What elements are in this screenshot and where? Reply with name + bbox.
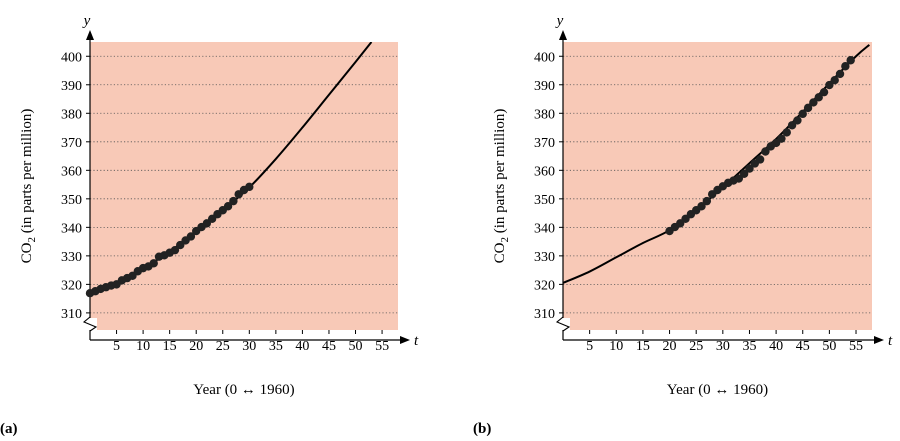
y-tick-label: 320	[534, 278, 555, 293]
chart-panel-a: 310 320 330 340 350 360 370 380 390 400 5 10 15 20 25 3…	[0, 13, 419, 437]
y-axis-title-main: CO	[19, 242, 35, 263]
y-axis-variable: y	[555, 13, 564, 29]
data-point	[170, 245, 180, 255]
y-tick-label: 330	[534, 250, 555, 265]
x-tick-label: 10	[609, 339, 623, 354]
x-tick-label: 50	[822, 339, 836, 354]
x-tick-label: 45	[322, 339, 336, 354]
y-tick-label: 400	[61, 50, 82, 65]
x-tick-label: 25	[216, 339, 230, 354]
y-tick-label: 380	[61, 107, 82, 122]
data-point	[745, 164, 754, 173]
y-tick-label: 380	[534, 107, 555, 122]
y-tick-label: 340	[534, 221, 555, 236]
panel-label: (a)	[0, 421, 18, 437]
y-axis-arrow	[559, 30, 567, 40]
x-axis-arrow	[874, 336, 884, 344]
data-point	[739, 169, 749, 178]
y-tick-label: 390	[534, 79, 555, 94]
y-tick-label: 390	[61, 79, 82, 94]
data-point	[819, 87, 829, 97]
y-tick-label: 400	[534, 50, 555, 65]
y-axis-title-subscript: 2	[26, 237, 38, 243]
y-tick-label: 310	[61, 307, 82, 322]
data-point	[149, 259, 158, 268]
x-tick-label: 50	[349, 339, 363, 354]
data-point	[761, 147, 770, 156]
x-tick-label: 35	[742, 339, 756, 354]
data-point	[814, 93, 823, 102]
y-tick-label: 340	[61, 221, 82, 236]
data-point	[229, 196, 238, 206]
y-tick-label: 360	[61, 164, 82, 179]
data-point	[734, 174, 744, 183]
data-point	[793, 116, 802, 125]
data-point	[830, 76, 839, 85]
y-tick-label: 370	[61, 136, 82, 151]
data-point	[846, 56, 855, 65]
data-point	[782, 128, 791, 137]
data-point	[803, 103, 813, 113]
data-point	[835, 69, 845, 79]
y-axis-title-rest: (in parts per million)	[19, 109, 35, 237]
x-tick-label: 20	[663, 339, 677, 354]
data-point	[702, 196, 712, 206]
y-tick-label: 330	[61, 250, 82, 265]
x-tick-label: 40	[295, 339, 309, 354]
y-axis-title-rest: (in parts per million)	[492, 109, 508, 237]
y-axis-title: CO2 (in parts per million)	[492, 109, 511, 264]
data-point	[223, 202, 233, 211]
data-point	[245, 182, 254, 192]
y-axis-title: CO2 (in parts per million)	[19, 109, 38, 264]
y-axis-variable: y	[82, 13, 91, 29]
y-tick-label: 360	[534, 164, 555, 179]
data-point	[825, 80, 834, 90]
x-tick-label: 45	[796, 339, 810, 354]
x-axis-variable: t	[414, 333, 419, 349]
x-tick-label: 25	[689, 339, 703, 354]
x-tick-label: 55	[375, 339, 389, 354]
x-axis-title: Year (0 ↔ 1960)	[193, 382, 294, 398]
panel-label: (b)	[473, 421, 491, 437]
x-tick-label: 55	[849, 339, 863, 354]
x-axis-arrow	[400, 336, 410, 344]
data-point	[841, 62, 850, 71]
y-tick-label: 310	[534, 307, 555, 322]
x-axis-title: Year (0 ↔ 1960)	[667, 382, 768, 398]
y-axis-title-main: CO	[492, 242, 508, 263]
y-axis-title-subscript: 2	[499, 237, 511, 243]
x-tick-label: 40	[769, 339, 783, 354]
y-axis-arrow	[86, 30, 94, 40]
data-point	[777, 134, 786, 143]
data-point	[697, 202, 706, 211]
y-tick-label: 350	[534, 193, 555, 208]
y-tick-label: 370	[534, 136, 555, 151]
x-tick-label: 35	[269, 339, 283, 354]
x-tick-label: 5	[586, 339, 593, 354]
axis-break-zigzag	[82, 316, 98, 332]
x-tick-label: 20	[189, 339, 203, 354]
chart-panel-b: 310 320 330 340 350 360 370 380 390 400 5 10 15 20 25 3…	[473, 13, 893, 437]
data-point	[798, 109, 807, 119]
y-tick-label: 320	[61, 278, 82, 293]
data-point	[809, 98, 818, 107]
data-point	[186, 232, 196, 241]
x-tick-label: 15	[636, 339, 650, 354]
x-axis-variable: t	[888, 333, 893, 349]
y-tick-label: 350	[61, 193, 82, 208]
data-point	[755, 155, 765, 164]
x-tick-label: 5	[113, 339, 120, 354]
x-tick-label: 30	[242, 339, 256, 354]
x-tick-label: 30	[716, 339, 730, 354]
x-tick-label: 15	[163, 339, 177, 354]
x-tick-label: 10	[136, 339, 150, 354]
axis-break-zigzag	[555, 316, 571, 332]
data-point	[787, 121, 797, 130]
